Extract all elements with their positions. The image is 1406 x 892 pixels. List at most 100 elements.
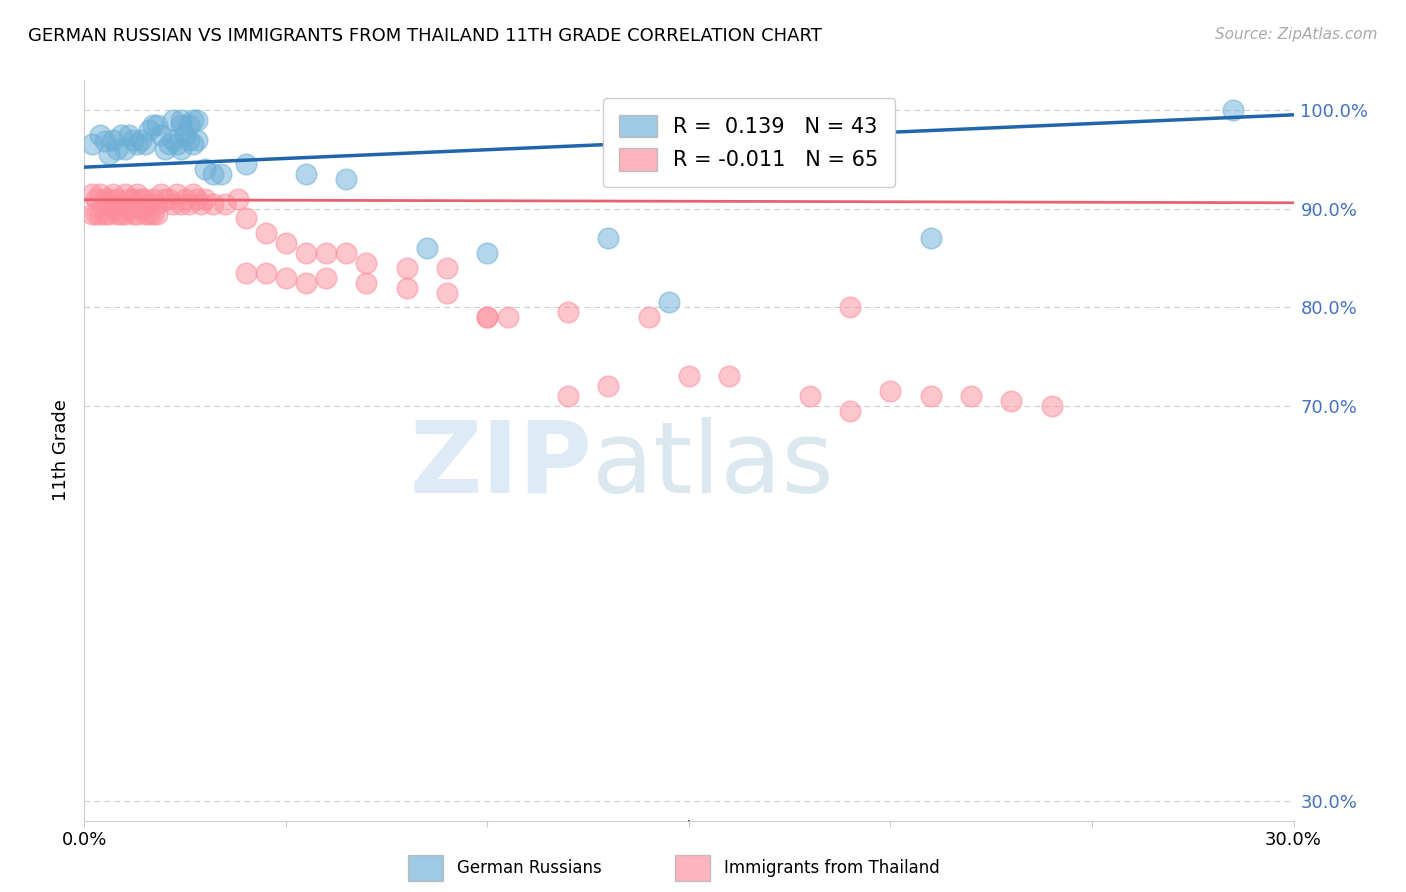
Point [637,310,659,325]
Point [194,192,217,206]
Y-axis label: 11th Grade: 11th Grade [52,400,70,501]
Point [799,389,821,403]
Point [1000,394,1022,409]
Point [138,196,160,211]
Text: atlas: atlas [592,417,834,514]
Point [920,389,942,403]
Text: German Russians: German Russians [457,859,602,877]
Point [194,162,217,177]
Point [97,192,120,206]
Point [274,270,297,285]
Point [598,379,620,393]
Bar [408,855,443,881]
Point [678,369,700,384]
Point [166,137,188,152]
Point [395,280,418,294]
Point [496,310,519,325]
Point [179,118,201,132]
Point [1040,399,1063,413]
Point [97,196,120,211]
Point [93,192,115,206]
Point [146,118,169,132]
Point [174,128,197,142]
Point [202,196,225,211]
Point [93,206,115,220]
Point [209,167,232,181]
Point [149,186,172,201]
Point [839,404,862,418]
Point [118,192,141,206]
Point [142,192,165,206]
Point [162,132,184,146]
Point [121,192,143,206]
Point [557,305,579,319]
Point [174,192,197,206]
Point [436,285,458,300]
Point [129,132,152,146]
Point [125,186,148,201]
Point [598,231,620,245]
Point [395,260,418,275]
Point [179,132,201,146]
Point [153,192,176,206]
Point [477,310,499,325]
Point [153,142,176,156]
Point [295,167,318,181]
Point [110,206,132,220]
Point [960,389,983,403]
Point [114,142,136,156]
Point [146,196,169,211]
Point [181,186,204,201]
Point [181,137,204,152]
Point [138,122,160,136]
Point [149,128,172,142]
Point [295,246,318,260]
Point [1222,103,1244,117]
Point [557,389,579,403]
Point [101,186,124,201]
Point [86,192,108,206]
Point [114,206,136,220]
Point [170,142,193,156]
Point [157,192,180,206]
Point [89,186,111,201]
Point [315,246,337,260]
Point [129,202,152,216]
Point [356,276,378,290]
Point [254,266,277,280]
Point [82,206,104,220]
Point [105,192,128,206]
Point [110,196,132,211]
Point [134,206,156,220]
Text: ZIP: ZIP [409,417,592,514]
Point [879,384,901,399]
Point [315,270,337,285]
Point [121,206,143,220]
Point [274,236,297,251]
Point [121,132,143,146]
Point [170,112,193,127]
Point [179,196,201,211]
Point [162,112,184,127]
Point [162,196,184,211]
Point [335,246,357,260]
Point [138,206,160,220]
Point [89,128,111,142]
Point [170,118,193,132]
Point [105,142,128,156]
Point [89,206,111,220]
Point [129,192,152,206]
Point [186,132,208,146]
Text: GERMAN RUSSIAN VS IMMIGRANTS FROM THAILAND 11TH GRADE CORRELATION CHART: GERMAN RUSSIAN VS IMMIGRANTS FROM THAILA… [28,27,823,45]
Legend: R =  0.139   N = 43, R = -0.011   N = 65: R = 0.139 N = 43, R = -0.011 N = 65 [603,98,896,187]
Point [97,206,120,220]
Point [166,186,188,201]
Point [110,128,132,142]
Point [82,186,104,201]
Point [118,128,141,142]
Point [146,206,169,220]
Point [186,112,208,127]
Point [86,206,108,220]
Point [356,256,378,270]
Point [118,202,141,216]
